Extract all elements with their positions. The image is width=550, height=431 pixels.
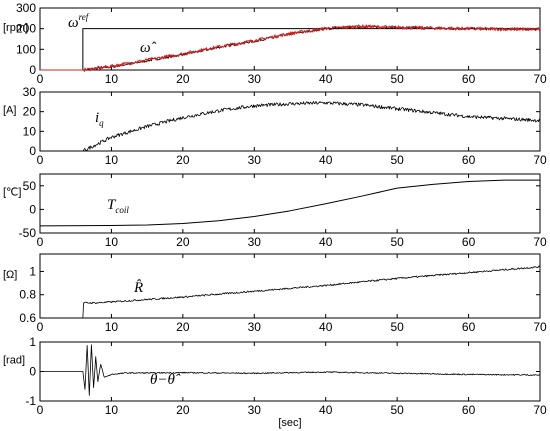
y-tick-label: 0 [29,63,36,77]
x-tick-label: 50 [390,153,404,167]
panel-5: 0 10 20 30 40 50 60 70-101[rad][sec]θ−θ̂ [3,335,547,429]
y-tick-label: 1 [29,264,36,278]
x-tick-label: 70 [533,235,547,249]
series-iq [40,101,541,152]
series-rhat [40,265,541,319]
axis-box [39,253,541,319]
x-tick-label: 40 [319,403,333,417]
x-tick-label: 30 [248,153,262,167]
y-axis-label: [Ω] [3,269,17,281]
y-tick-label: -50 [19,226,37,240]
x-tick-label: 50 [390,235,404,249]
x-axis-label: [sec] [278,417,301,429]
y-tick-label: 300 [16,1,36,15]
y-tick-label: 10 [23,124,37,138]
x-tick-label: 40 [319,235,333,249]
y-tick-label: -1 [25,394,36,408]
annotation-tcoil: Tcoil [107,197,129,215]
annotation-symbol: T [107,197,117,213]
x-tick-label: 60 [462,403,476,417]
axis-box [39,173,541,234]
x-tick-label: 0 [37,403,44,417]
x-tick-label: 0 [37,320,44,334]
y-tick-label: 0.8 [19,288,36,302]
x-tick-label: 60 [462,320,476,334]
x-tick-label: 50 [390,72,404,86]
x-tick-label: 0 [37,72,44,86]
annotation-symbol: ω [68,15,79,31]
x-tick-label: 40 [319,320,333,334]
x-tick-label: 10 [105,235,119,249]
y-tick-label: 0 [29,144,36,158]
x-tick-label: 20 [176,235,190,249]
annotation-subscript: coil [115,205,129,215]
y-tick-label: 0 [29,202,36,216]
y-axis-label: [rpm] [3,22,28,34]
x-tick-label: 60 [462,153,476,167]
y-tick-label: 0 [29,365,36,379]
annotation-omega-ref: ωref [68,12,90,31]
x-tick-label: 70 [533,320,547,334]
y-tick-label: 20 [23,105,37,119]
x-tick-label: 20 [176,320,190,334]
x-tick-label: 10 [105,403,119,417]
x-tick-label: 50 [390,320,404,334]
series-estimated [40,24,541,72]
y-tick-label: 30 [23,85,37,99]
y-tick-label: 200 [16,22,36,36]
panel-1: 0 10 20 30 40 50 60 70 0 100 200 300 [rpm] ωref ω̂ [3,1,547,86]
x-tick-label: 30 [248,72,262,86]
y-tick-label: 50 [23,179,37,193]
x-tick-label: 60 [462,235,476,249]
y-axis-label: [A] [3,105,16,117]
y-axis-label: [℃] [3,187,21,199]
panel-4: 0 10 20 30 40 50 60 70 0.6 0.8 1 [Ω] R̂ [3,253,547,334]
x-tick-label: 20 [176,72,190,86]
annotation-symbol: ω̂ [140,40,157,56]
x-tick-label: 60 [462,72,476,86]
x-tick-label: 70 [533,153,547,167]
x-tick-label: 0 [37,153,44,167]
x-tick-label: 20 [176,403,190,417]
x-tick-label: 30 [248,235,262,249]
y-tick-label: 0.6 [19,311,36,325]
x-tick-label: 40 [319,72,333,86]
series-tcoil [39,179,540,227]
axis-box [39,341,541,402]
annotation-iq: iq [95,110,104,128]
x-tick-label: 50 [390,403,404,417]
annotation-symbol: i [95,110,99,126]
annotation-omega-hat: ω̂ [140,40,157,56]
y-axis-label: [rad] [3,355,25,367]
axis-box [39,7,541,71]
axis-box [39,91,541,152]
x-tick-label: 30 [248,403,262,417]
annotation-symbol: R̂ [133,280,143,296]
series-theta-error [40,344,541,396]
x-tick-label: 70 [533,403,547,417]
x-tick-label: 10 [105,72,119,86]
x-tick-label: 30 [248,320,262,334]
x-tick-label: 10 [105,153,119,167]
annotation-subscript: q [99,118,104,128]
x-tick-label: 10 [105,320,119,334]
y-tick-label: 100 [16,42,36,56]
y-tick-label: 1 [29,335,36,349]
x-tick-label: 70 [533,72,547,86]
annotation-theta-err: θ−θ̂ [150,372,181,388]
x-tick-label: 20 [176,153,190,167]
panel-2: 0 10 20 30 40 50 60 70 0 10 20 30 [A] iq [3,85,547,167]
x-tick-label: 40 [319,153,333,167]
annotation-superscript: ref [79,12,90,22]
annotation-symbol: θ−θ̂ [150,372,181,388]
x-tick-label: 0 [37,235,44,249]
annotation-rhat: R̂ [133,280,143,296]
